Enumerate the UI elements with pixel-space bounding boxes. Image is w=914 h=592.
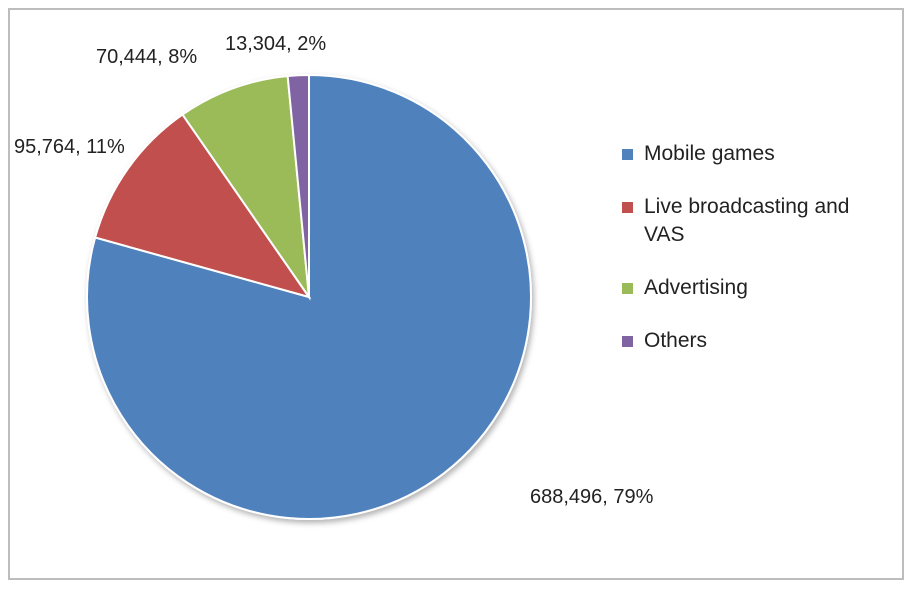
data-label: 70,444, 8% — [96, 46, 198, 68]
legend-swatch — [622, 336, 633, 347]
legend-swatch — [622, 149, 633, 160]
legend-item: Advertising — [622, 274, 892, 302]
pie-slice — [93, 113, 312, 299]
data-label: 688,496, 79% — [530, 486, 654, 508]
legend: Mobile games Live broadcasting and VAS Adv… — [622, 140, 892, 380]
pie-slice — [86, 73, 532, 520]
legend-swatch — [622, 202, 633, 213]
pie-slice — [286, 73, 310, 298]
pie — [86, 73, 532, 520]
legend-item: Live broadcasting and VAS — [622, 193, 892, 249]
legend-label: Mobile games — [644, 142, 775, 165]
legend-label: Others — [644, 329, 708, 352]
chart-frame — [8, 8, 904, 580]
data-label: 13,304, 2% — [225, 33, 327, 55]
legend-item: Others — [622, 327, 892, 355]
legend-swatch — [622, 283, 633, 294]
data-label: 95,764, 11% — [14, 136, 125, 158]
legend-item: Mobile games — [622, 140, 892, 168]
pie-slice — [181, 74, 311, 301]
legend-label: Advertising — [644, 276, 748, 299]
legend-label: Live broadcasting and VAS — [644, 195, 850, 246]
